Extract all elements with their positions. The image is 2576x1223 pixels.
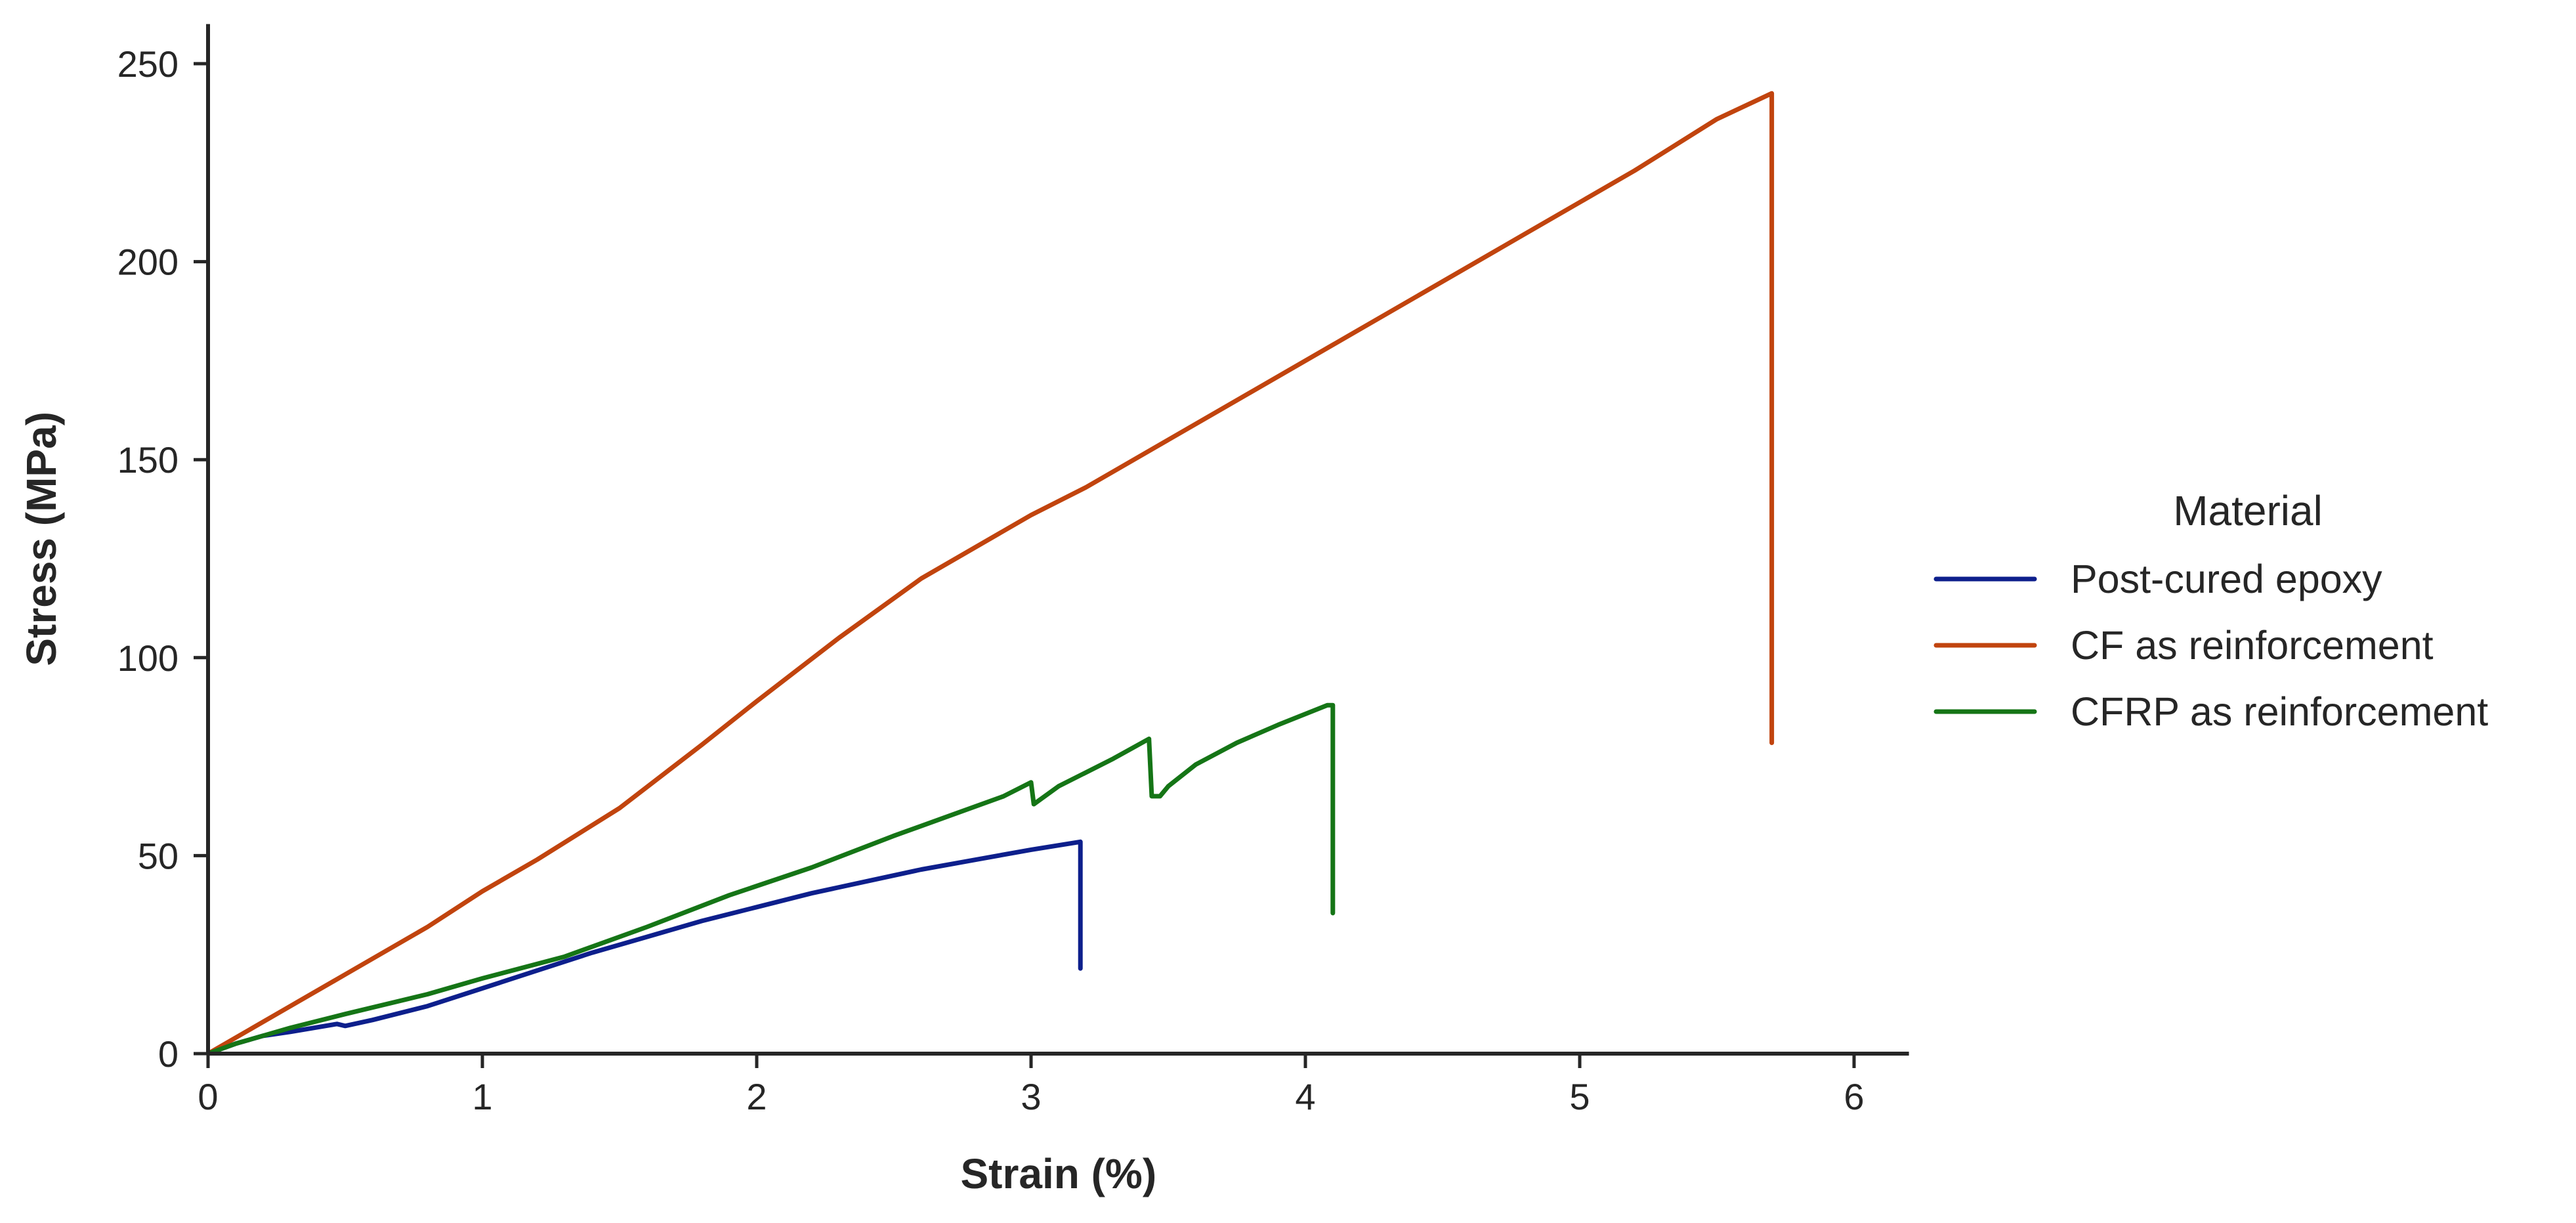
y-tick-label: 200 [117, 242, 179, 283]
legend-label: CF as reinforcement [2071, 623, 2434, 668]
y-ticks: 0 50 100 150 200 250 [117, 43, 208, 1075]
y-tick-label: 100 [117, 637, 179, 679]
legend-title: Material [2173, 487, 2323, 534]
series-line-2 [205, 91, 1775, 1056]
y-tick-label: 250 [117, 43, 179, 85]
x-tick-label: 2 [746, 1076, 767, 1117]
x-tick-label: 6 [1844, 1076, 1864, 1117]
y-tick-label: 50 [138, 835, 179, 876]
legend-items: Post-cured epoxy CF as reinforcement CFRP … [1933, 557, 2488, 734]
legend-label: CFRP as reinforcement [2071, 689, 2488, 734]
series-layer [205, 91, 1775, 1056]
x-tick-label: 3 [1021, 1076, 1041, 1117]
x-tick-label: 0 [198, 1076, 218, 1117]
series-line-1 [205, 839, 1083, 1056]
x-axis-title: Strain (%) [960, 1150, 1156, 1197]
legend: Material Post-cured epoxy CF as reinforce… [1933, 487, 2488, 734]
x-tick-label: 4 [1295, 1076, 1315, 1117]
series-line-3 [205, 702, 1336, 1056]
legend-label: Post-cured epoxy [2071, 557, 2382, 601]
axes: 0 1 2 3 4 5 6 0 50 100 150 200 250 [117, 24, 1909, 1117]
y-tick-label: 150 [117, 439, 179, 481]
x-ticks: 0 1 2 3 4 5 6 [198, 1054, 1865, 1117]
x-tick-label: 5 [1569, 1076, 1590, 1117]
y-axis-title: Stress (MPa) [18, 412, 65, 666]
x-tick-label: 1 [472, 1076, 492, 1117]
y-tick-label: 0 [158, 1033, 179, 1075]
